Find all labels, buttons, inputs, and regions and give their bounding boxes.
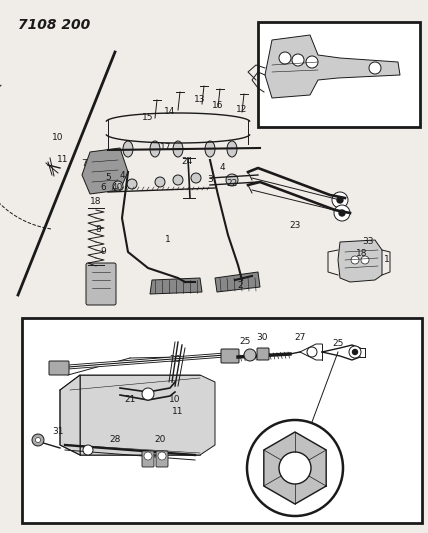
Circle shape: [32, 434, 44, 446]
FancyBboxPatch shape: [86, 263, 116, 305]
Circle shape: [155, 177, 165, 187]
Polygon shape: [338, 240, 382, 282]
Ellipse shape: [227, 141, 237, 157]
Text: 8: 8: [95, 225, 101, 235]
Circle shape: [142, 388, 154, 400]
FancyBboxPatch shape: [221, 349, 239, 363]
Text: 14: 14: [164, 108, 175, 117]
Polygon shape: [150, 278, 202, 294]
Text: 4: 4: [219, 164, 225, 173]
Text: 32: 32: [384, 47, 396, 56]
Polygon shape: [265, 35, 400, 98]
Polygon shape: [82, 148, 128, 194]
Text: 21: 21: [124, 395, 136, 405]
Text: 11: 11: [57, 156, 69, 165]
Circle shape: [353, 350, 357, 354]
Circle shape: [361, 256, 369, 264]
Text: 2: 2: [237, 280, 243, 289]
Circle shape: [334, 205, 350, 221]
Text: 26: 26: [169, 356, 181, 365]
Text: 24: 24: [181, 157, 193, 166]
Circle shape: [226, 174, 238, 186]
Circle shape: [173, 175, 183, 185]
Text: 7108 200: 7108 200: [18, 18, 90, 32]
Circle shape: [279, 52, 291, 64]
Circle shape: [279, 452, 311, 484]
Text: 9: 9: [100, 247, 106, 256]
Text: 18: 18: [90, 197, 102, 206]
Text: 31: 31: [52, 427, 64, 437]
Circle shape: [292, 54, 304, 66]
Text: 17: 17: [160, 143, 172, 152]
Circle shape: [244, 349, 256, 361]
Text: 11: 11: [172, 408, 184, 416]
Text: 6: 6: [100, 183, 106, 192]
Text: 10: 10: [169, 395, 181, 405]
Circle shape: [127, 179, 137, 189]
Text: 16: 16: [212, 101, 224, 109]
Text: 7: 7: [81, 158, 87, 167]
Circle shape: [247, 420, 343, 516]
Text: 28: 28: [109, 435, 121, 445]
Circle shape: [191, 173, 201, 183]
Circle shape: [113, 181, 123, 191]
Ellipse shape: [123, 141, 133, 157]
Ellipse shape: [150, 141, 160, 157]
FancyBboxPatch shape: [257, 348, 269, 360]
Text: 15: 15: [142, 114, 154, 123]
Polygon shape: [215, 272, 260, 292]
Bar: [258, 22, 420, 127]
Text: 18: 18: [356, 248, 368, 257]
Circle shape: [306, 56, 318, 68]
Text: 25: 25: [332, 338, 344, 348]
Circle shape: [351, 256, 359, 264]
Text: 1: 1: [165, 236, 171, 245]
Text: 25: 25: [239, 337, 251, 346]
Text: 1: 1: [384, 255, 390, 264]
Circle shape: [339, 210, 345, 216]
Polygon shape: [264, 432, 326, 504]
Text: 18: 18: [259, 120, 271, 130]
Text: 27: 27: [294, 333, 306, 342]
Text: 22: 22: [226, 179, 238, 188]
Text: 12: 12: [236, 106, 248, 115]
Ellipse shape: [173, 141, 183, 157]
Text: 29: 29: [292, 464, 304, 472]
Text: 19: 19: [142, 450, 154, 459]
Text: 3: 3: [207, 175, 213, 184]
Polygon shape: [60, 375, 215, 455]
Text: 33: 33: [362, 238, 374, 246]
Circle shape: [83, 445, 93, 455]
Text: 5: 5: [105, 174, 111, 182]
FancyBboxPatch shape: [49, 361, 69, 375]
FancyBboxPatch shape: [142, 451, 154, 467]
Text: 10: 10: [52, 133, 64, 142]
Circle shape: [349, 346, 361, 358]
Text: 13: 13: [194, 95, 206, 104]
Circle shape: [332, 192, 348, 208]
Text: 40: 40: [111, 183, 123, 192]
Circle shape: [369, 62, 381, 74]
Circle shape: [158, 452, 166, 460]
Circle shape: [307, 347, 317, 357]
Text: 23: 23: [289, 221, 301, 230]
Text: 20: 20: [155, 435, 166, 445]
Ellipse shape: [205, 141, 215, 157]
Bar: [22, 318, 422, 523]
FancyBboxPatch shape: [156, 451, 168, 467]
Circle shape: [144, 452, 152, 460]
Circle shape: [337, 197, 343, 203]
Circle shape: [36, 438, 41, 442]
Text: 30: 30: [256, 334, 268, 343]
Text: 4: 4: [119, 171, 125, 180]
